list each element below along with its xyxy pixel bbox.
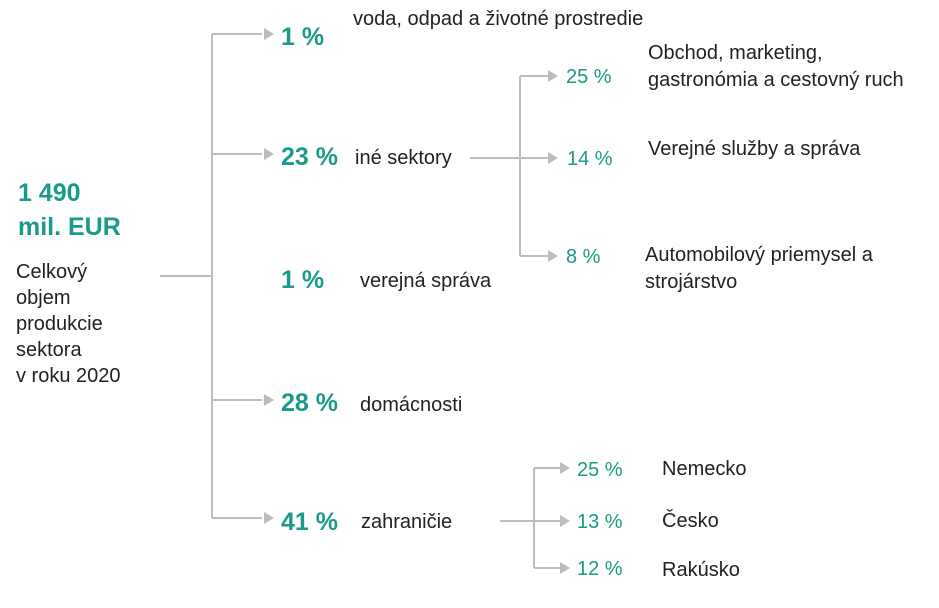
- other-sector-percent: 8 %: [566, 246, 601, 268]
- branch-abroad-percent: 41 %: [281, 508, 338, 536]
- arrowhead-other: [264, 148, 274, 160]
- other-sector-label: Obchod, marketing,: [648, 42, 823, 64]
- arrowhead-water: [264, 28, 274, 40]
- arrowhead-abroad-2: [560, 515, 570, 527]
- other-sector-percent: 25 %: [566, 66, 612, 88]
- total-description-line: sektora: [16, 339, 82, 361]
- branch-water-percent: 1 %: [281, 23, 325, 51]
- other-sector-percent: 14 %: [567, 148, 613, 170]
- arrowhead-other-1: [548, 70, 558, 82]
- arrowhead-abroad: [264, 512, 274, 524]
- branch-public-percent: 1 %: [281, 266, 325, 294]
- other-sector-label: Verejné služby a správa: [648, 138, 861, 160]
- total-unit: mil. EUR: [18, 213, 121, 241]
- total-description-line: Celkový: [16, 261, 88, 283]
- arrowhead-households: [264, 394, 274, 406]
- total-description-line: v roku 2020: [16, 365, 121, 387]
- branch-other-percent: 23 %: [281, 143, 338, 171]
- branch-households-percent: 28 %: [281, 389, 338, 417]
- other-sector-label: gastronómia a cestovný ruch: [648, 69, 904, 91]
- other-sector-label: strojárstvo: [645, 271, 738, 293]
- total-description-line: produkcie: [16, 313, 103, 335]
- abroad-country-percent: 25 %: [577, 459, 623, 481]
- arrowhead-abroad-3: [560, 562, 570, 574]
- abroad-country-label: Rakúsko: [662, 559, 740, 581]
- branch-households-label: domácnosti: [360, 394, 463, 416]
- branch-water-label: voda, odpad a životné prostredie: [353, 8, 644, 30]
- arrowhead-other-2: [548, 152, 558, 164]
- total-description-line: objem: [16, 287, 71, 309]
- branch-other-label: iné sektory: [355, 147, 452, 169]
- branch-abroad-label: zahraničie: [361, 511, 453, 533]
- abroad-country-percent: 13 %: [577, 511, 623, 533]
- branch-public-label: verejná správa: [360, 270, 492, 292]
- abroad-country-label: Česko: [662, 510, 719, 532]
- arrowhead-other-3: [548, 250, 558, 262]
- abroad-country-percent: 12 %: [577, 558, 623, 580]
- abroad-country-label: Nemecko: [662, 458, 747, 480]
- total-amount: 1 490: [18, 179, 81, 207]
- arrowhead-abroad-1: [560, 462, 570, 474]
- other-sector-label: Automobilový priemysel a: [645, 244, 873, 266]
